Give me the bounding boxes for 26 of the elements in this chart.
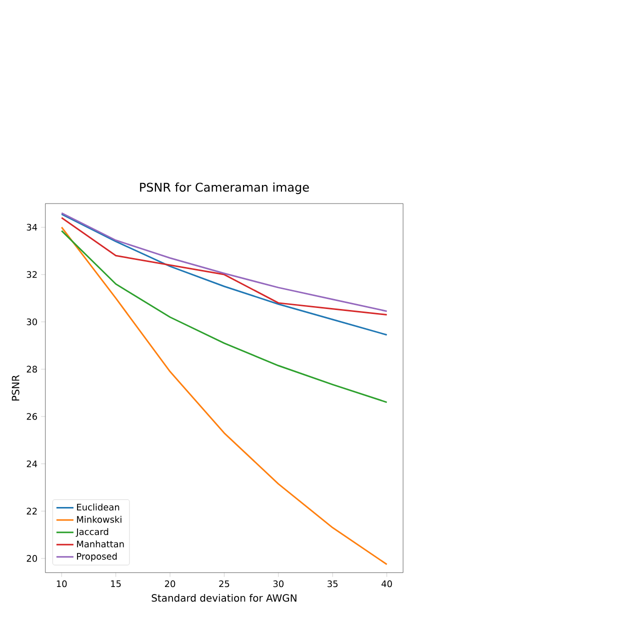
x-tick-label: 30 xyxy=(273,580,284,588)
x-tick-label: 25 xyxy=(219,580,230,588)
y-tick-label: 24 xyxy=(26,460,38,468)
y-tick-label: 22 xyxy=(26,508,37,514)
x-tick-label: 35 xyxy=(328,580,338,588)
y-tick-label: 26 xyxy=(26,413,38,420)
line-series xyxy=(60,213,388,336)
y-tick-label: 30 xyxy=(26,318,37,326)
chart-title: PSNR for Cameraman image xyxy=(140,182,309,194)
y-tick-label: 32 xyxy=(26,271,37,278)
legend-label: Euclidean xyxy=(77,504,120,511)
x-tick-label: 15 xyxy=(111,580,121,588)
line-series xyxy=(60,226,388,566)
y-tick-label: 20 xyxy=(26,555,37,562)
legend-label: Jaccard xyxy=(76,528,108,537)
x-tick-label: 40 xyxy=(382,580,392,588)
x-tick-label: 20 xyxy=(164,580,176,588)
y-axis-title: PSNR xyxy=(12,375,20,400)
legend-label: Manhattan xyxy=(77,540,124,548)
legend-label: Minkowski xyxy=(77,516,122,523)
x-tick-label: 10 xyxy=(56,580,67,588)
line-series xyxy=(60,230,388,404)
legend-label: Proposed xyxy=(77,552,117,562)
y-tick-label: 28 xyxy=(26,366,37,373)
y-tick-label: 34 xyxy=(26,224,38,231)
x-axis-title: Standard deviation for AWGN xyxy=(152,594,296,602)
